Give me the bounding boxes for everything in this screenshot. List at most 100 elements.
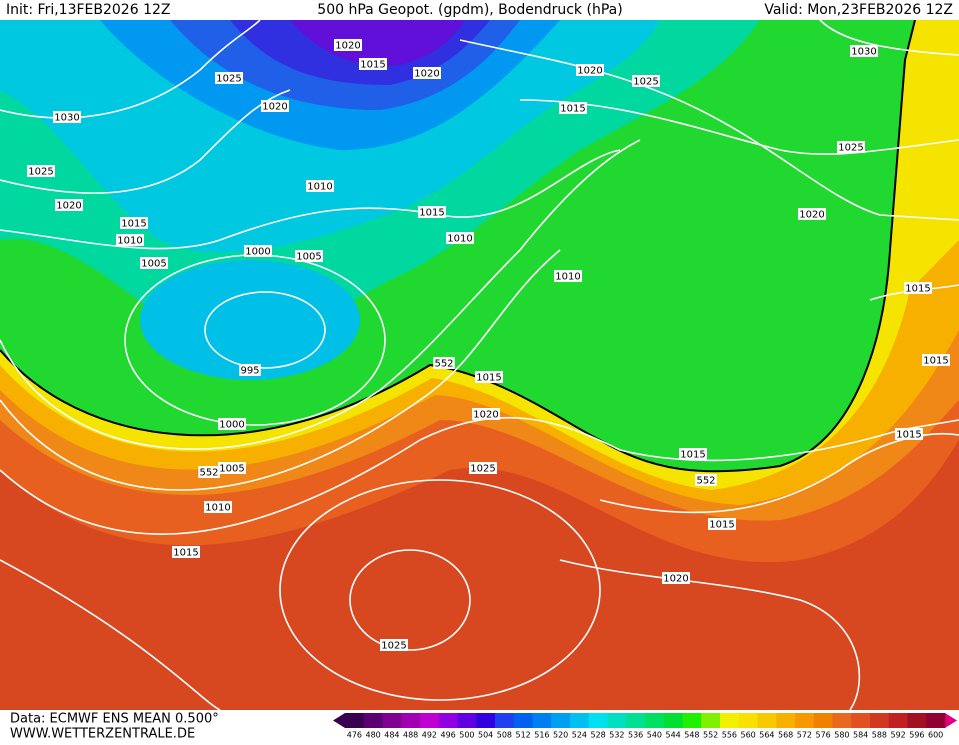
isobar-label: 1005	[219, 464, 244, 475]
colorbar-label: 552	[703, 731, 718, 740]
colorbar-label: 500	[459, 731, 474, 740]
valid-time: Valid: Mon,23FEB2026 12Z	[764, 2, 953, 18]
colorbar-label: 484	[384, 731, 399, 740]
isobar-label-bg	[120, 217, 148, 229]
isobar-label-bg	[554, 270, 582, 282]
init-time: Init: Fri,13FEB2026 12Z	[6, 2, 170, 18]
colorbar-swatch	[757, 713, 777, 728]
isobar-label-bg	[576, 64, 604, 76]
colorbar-label: 520	[553, 731, 568, 740]
colorbar-label: 476	[347, 731, 362, 740]
isobar-label-bg	[140, 257, 168, 269]
isobar-label: 1015	[896, 430, 921, 441]
isobar-label: 1020	[663, 574, 688, 585]
colorbar-label: 568	[778, 731, 793, 740]
isobar-label: 1025	[838, 143, 863, 154]
isobar-label-bg	[55, 199, 83, 211]
colorbar-swatch	[513, 713, 533, 728]
isobar-labels: 1020101510201025102010301025102010151010…	[27, 39, 950, 652]
isobar-label-bg	[27, 165, 55, 177]
colorbar-swatch	[776, 713, 796, 728]
isobar-label: 1015	[360, 60, 385, 71]
colorbar-label: 516	[534, 731, 549, 740]
colorbar-swatch	[645, 713, 665, 728]
isobar-label: 1020	[414, 69, 439, 80]
colorbar-swatch	[738, 713, 758, 728]
isobar-label-bg	[708, 518, 736, 530]
isobar-label-bg	[469, 462, 497, 474]
colorbar-swatch	[663, 713, 683, 728]
colorbar: 476 480 484 488 492 496 500 504 508 512 516 520 524 5…	[333, 713, 957, 740]
colorbar-swatch	[457, 713, 477, 728]
isobar-label: 1025	[28, 167, 53, 178]
isobar-label-bg	[850, 45, 878, 57]
isobar-label: 1015	[923, 356, 948, 367]
colorbar-swatch	[813, 713, 833, 728]
colorbar-arrow-left	[333, 713, 345, 728]
map	[0, 19, 959, 711]
isobar-label-bg	[172, 546, 200, 558]
isobar-label: 1030	[54, 113, 79, 124]
isobar-label: 1025	[470, 464, 495, 475]
isobar-label: 1000	[245, 247, 270, 258]
isobar-label: 1010	[307, 182, 332, 193]
band	[290, 20, 465, 66]
colorbar-label: 584	[853, 731, 868, 740]
isobar-label-bg	[837, 141, 865, 153]
isobar-label: 552	[434, 359, 453, 370]
colorbar-swatch	[607, 713, 627, 728]
isobar-label-bg	[922, 354, 950, 366]
isobar-label-bg	[446, 232, 474, 244]
colorbar-swatch	[851, 713, 871, 728]
isobar-label: 1020	[335, 41, 360, 52]
colorbar-label: 480	[365, 731, 380, 740]
colorbar-label: 532	[609, 731, 624, 740]
low-core	[140, 260, 360, 380]
site: WWW.WETTERZENTRALE.DE	[10, 727, 195, 742]
colorbar-swatch	[682, 713, 702, 728]
isobar-label-bg	[418, 206, 446, 218]
colorbar-label: 536	[628, 731, 643, 740]
colorbar-label: 540	[647, 731, 662, 740]
colorbar-swatch	[888, 713, 908, 728]
isobar-label-bg	[204, 501, 232, 513]
colorbar-label: 544	[665, 731, 680, 740]
colorbar-swatch	[476, 713, 496, 728]
colorbar-swatch	[870, 713, 890, 728]
isobar-label: 1010	[447, 234, 472, 245]
colorbar-label: 556	[722, 731, 737, 740]
isobar-label: 1030	[851, 47, 876, 58]
isobar-label-bg	[472, 408, 500, 420]
isobar-label-bg	[359, 58, 387, 70]
colorbar-label: 580	[834, 731, 849, 740]
isobar-label-bg	[239, 364, 261, 376]
colorbar-label: 600	[928, 731, 943, 740]
isobar-label: 1015	[680, 450, 705, 461]
isobar-label-bg	[662, 572, 690, 584]
colorbar-swatch	[495, 713, 515, 728]
isobar-label-bg	[433, 357, 455, 369]
isobar-label: 1010	[117, 236, 142, 247]
isobar-label-bg	[244, 245, 272, 257]
colorbar-swatch	[345, 713, 365, 728]
colorbar-swatch	[551, 713, 571, 728]
isobar-label-bg	[895, 428, 923, 440]
isobar-label: 1020	[473, 410, 498, 421]
isobar-label-bg	[261, 100, 289, 112]
colorbar-label: 492	[422, 731, 437, 740]
colorbar-label: 592	[890, 731, 905, 740]
colorbar-label: 488	[403, 731, 418, 740]
colorbar-label: 564	[759, 731, 774, 740]
colorbar-swatch	[907, 713, 927, 728]
colorbar-label: 524	[572, 731, 587, 740]
isobar-label: 995	[240, 366, 259, 377]
isobar-label: 1000	[219, 420, 244, 431]
map-title: 500 hPa Geopot. (gpdm), Bodendruck (hPa)	[317, 2, 622, 18]
isobar-label-bg	[904, 282, 932, 294]
isobar-label: 1015	[709, 520, 734, 531]
isobar-label-bg	[198, 466, 220, 478]
isobar-label: 1010	[555, 272, 580, 283]
isobar-label-bg	[798, 208, 826, 220]
colorbar-swatch	[401, 713, 421, 728]
